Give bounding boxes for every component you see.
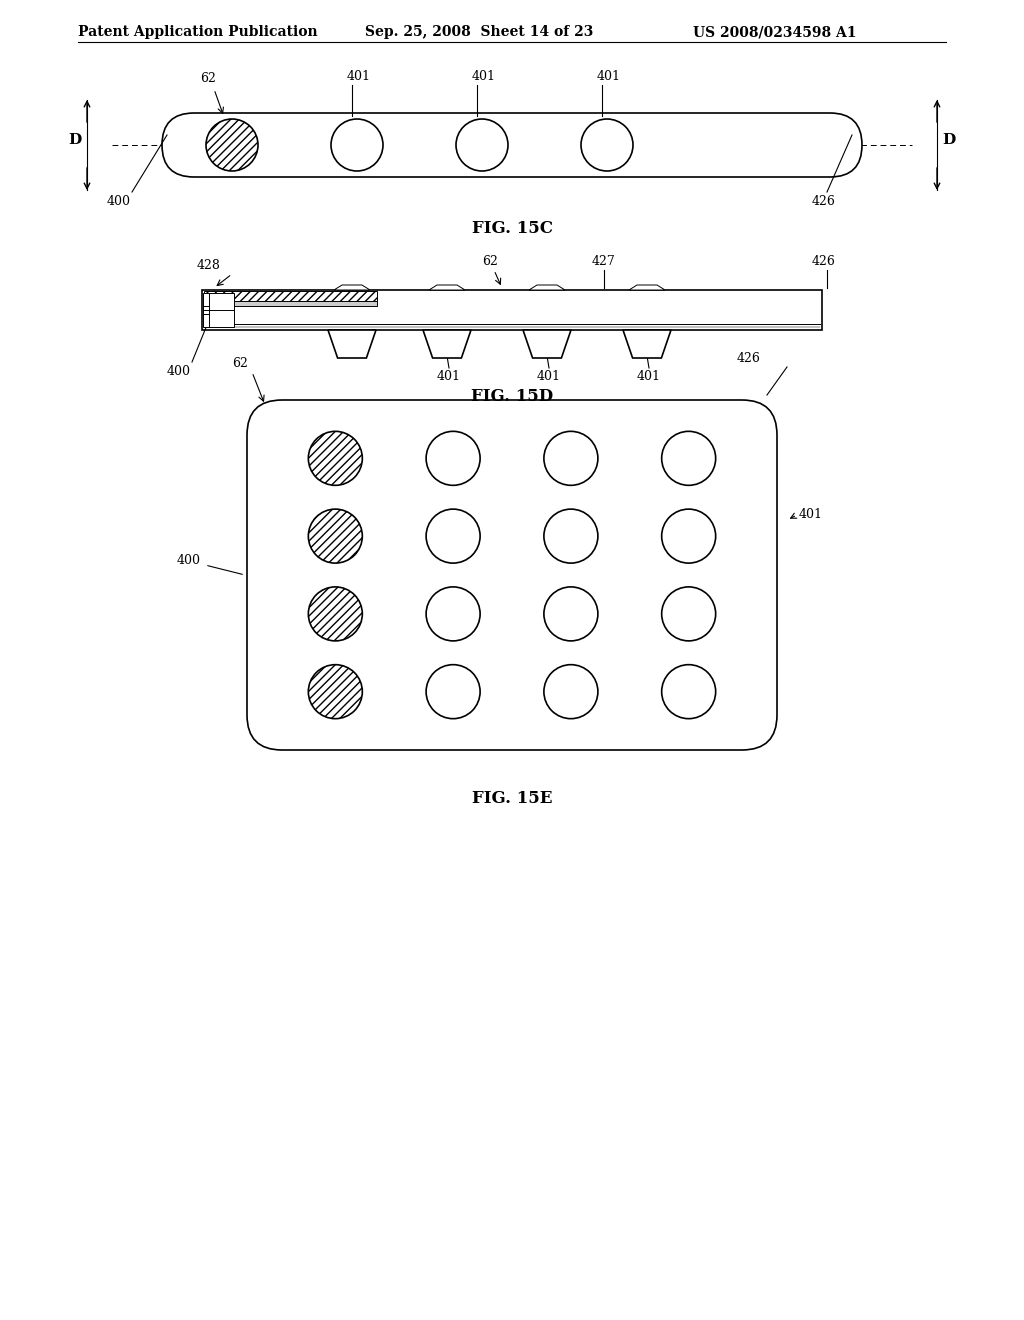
Polygon shape	[423, 330, 471, 358]
Text: FIG. 15E: FIG. 15E	[472, 789, 552, 807]
Text: Sep. 25, 2008  Sheet 14 of 23: Sep. 25, 2008 Sheet 14 of 23	[365, 25, 593, 40]
Text: 428: 428	[197, 259, 221, 272]
Bar	[204, 290, 377, 301]
Bar	[202, 290, 822, 330]
Circle shape	[308, 665, 362, 718]
Circle shape	[426, 587, 480, 642]
Polygon shape	[328, 330, 376, 358]
Polygon shape	[629, 285, 665, 290]
FancyBboxPatch shape	[247, 400, 777, 750]
Text: 401: 401	[347, 70, 371, 83]
Text: 426: 426	[812, 195, 836, 209]
Circle shape	[426, 665, 480, 718]
Text: 401: 401	[597, 70, 621, 83]
Circle shape	[662, 587, 716, 642]
Text: 401: 401	[637, 370, 662, 383]
Text: FIG. 15C: FIG. 15C	[471, 220, 553, 238]
FancyBboxPatch shape	[162, 114, 862, 177]
Circle shape	[544, 510, 598, 564]
Circle shape	[308, 432, 362, 486]
Circle shape	[456, 119, 508, 172]
Text: 426: 426	[812, 255, 836, 268]
Text: FIG. 15D: FIG. 15D	[471, 388, 553, 405]
Circle shape	[206, 119, 258, 172]
Polygon shape	[623, 330, 671, 358]
Circle shape	[662, 510, 716, 564]
Text: 400: 400	[167, 366, 191, 378]
Bar	[204, 301, 377, 306]
Circle shape	[662, 432, 716, 486]
Text: 427: 427	[592, 255, 615, 268]
Circle shape	[426, 432, 480, 486]
Text: 62: 62	[200, 73, 216, 84]
Text: 62: 62	[482, 255, 498, 268]
Polygon shape	[523, 330, 571, 358]
Text: 401: 401	[472, 70, 496, 83]
Circle shape	[308, 510, 362, 564]
Text: 401: 401	[799, 508, 823, 521]
Circle shape	[662, 665, 716, 718]
Text: 400: 400	[177, 553, 201, 566]
Text: 426: 426	[737, 352, 761, 366]
Circle shape	[581, 119, 633, 172]
Circle shape	[544, 587, 598, 642]
Text: D: D	[69, 133, 82, 147]
Polygon shape	[529, 285, 565, 290]
Circle shape	[426, 510, 480, 564]
Circle shape	[544, 665, 598, 718]
Bar	[203, 293, 234, 327]
Polygon shape	[334, 285, 370, 290]
Polygon shape	[429, 285, 465, 290]
Text: D: D	[942, 133, 955, 147]
Circle shape	[308, 587, 362, 642]
Circle shape	[544, 432, 598, 486]
Text: 400: 400	[106, 195, 131, 209]
Text: Patent Application Publication: Patent Application Publication	[78, 25, 317, 40]
Text: US 2008/0234598 A1: US 2008/0234598 A1	[693, 25, 856, 40]
Circle shape	[331, 119, 383, 172]
Text: 401: 401	[437, 370, 461, 383]
Text: 62: 62	[232, 356, 248, 370]
Text: 401: 401	[537, 370, 561, 383]
